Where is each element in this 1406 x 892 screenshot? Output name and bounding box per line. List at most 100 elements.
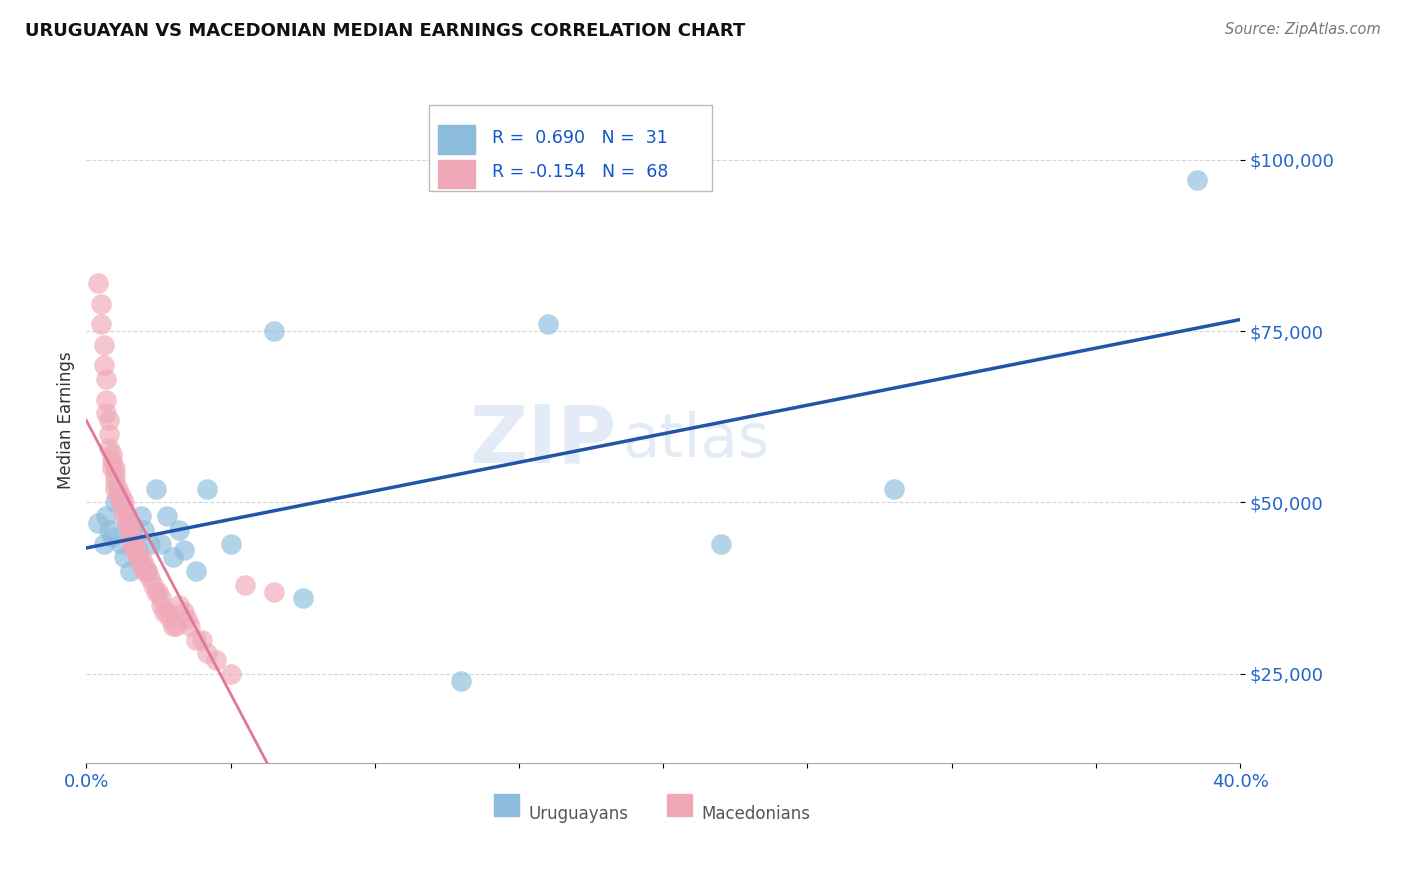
Point xyxy=(110,495,132,509)
Bar xyxy=(439,126,475,154)
Point xyxy=(167,523,190,537)
Point xyxy=(124,536,146,550)
Point xyxy=(150,599,173,613)
Point xyxy=(142,577,165,591)
Point xyxy=(150,591,173,606)
Point xyxy=(291,591,314,606)
Point xyxy=(107,482,129,496)
Point xyxy=(127,550,149,565)
Bar xyxy=(494,795,519,816)
Point xyxy=(263,324,285,338)
Point xyxy=(118,523,141,537)
Point xyxy=(104,475,127,489)
Point xyxy=(110,489,132,503)
Point xyxy=(148,584,170,599)
Text: R = -0.154   N =  68: R = -0.154 N = 68 xyxy=(492,163,669,181)
Text: atlas: atlas xyxy=(623,411,770,470)
Point xyxy=(115,516,138,530)
Point xyxy=(135,564,157,578)
Point xyxy=(129,509,152,524)
Point xyxy=(156,509,179,524)
Point xyxy=(115,516,138,530)
Point xyxy=(197,646,219,660)
Point xyxy=(190,632,212,647)
Point xyxy=(145,584,167,599)
Point xyxy=(1185,173,1208,187)
Point xyxy=(139,571,162,585)
Point xyxy=(115,509,138,524)
Point xyxy=(93,359,115,373)
Point xyxy=(112,550,135,565)
Point xyxy=(104,461,127,475)
Point xyxy=(132,564,155,578)
Point xyxy=(121,523,143,537)
Text: Uruguayans: Uruguayans xyxy=(529,805,628,823)
Point xyxy=(165,619,187,633)
Point xyxy=(112,509,135,524)
Point xyxy=(101,447,124,461)
Point xyxy=(145,482,167,496)
Point xyxy=(162,550,184,565)
Point xyxy=(121,536,143,550)
Point xyxy=(162,619,184,633)
Point xyxy=(537,317,560,331)
Point xyxy=(93,338,115,352)
Point xyxy=(98,426,121,441)
Point xyxy=(90,296,112,310)
Point xyxy=(87,276,110,290)
Point xyxy=(132,523,155,537)
Bar xyxy=(666,795,692,816)
Point xyxy=(167,599,190,613)
Point xyxy=(132,557,155,571)
Point xyxy=(110,536,132,550)
Point xyxy=(127,550,149,565)
Point xyxy=(205,653,228,667)
Bar xyxy=(429,105,711,191)
Point xyxy=(110,495,132,509)
Point xyxy=(93,536,115,550)
Point xyxy=(112,502,135,516)
Point xyxy=(124,543,146,558)
Point xyxy=(184,564,207,578)
Point xyxy=(124,543,146,558)
Point xyxy=(219,536,242,550)
Point xyxy=(184,632,207,647)
Point xyxy=(150,536,173,550)
Text: ZIP: ZIP xyxy=(470,401,617,480)
Point xyxy=(104,495,127,509)
Point xyxy=(98,441,121,455)
Point xyxy=(173,605,195,619)
Point xyxy=(96,392,118,407)
Point xyxy=(219,666,242,681)
Point xyxy=(129,550,152,565)
Point xyxy=(121,530,143,544)
Point xyxy=(118,516,141,530)
Point xyxy=(129,557,152,571)
Point xyxy=(104,468,127,483)
Point xyxy=(96,509,118,524)
Point xyxy=(173,543,195,558)
Text: Source: ZipAtlas.com: Source: ZipAtlas.com xyxy=(1225,22,1381,37)
Point xyxy=(121,536,143,550)
Point xyxy=(96,406,118,420)
Point xyxy=(112,495,135,509)
Point xyxy=(90,317,112,331)
Y-axis label: Median Earnings: Median Earnings xyxy=(58,351,75,489)
Point xyxy=(179,619,201,633)
Point xyxy=(96,372,118,386)
Point xyxy=(159,612,181,626)
Point xyxy=(118,523,141,537)
Point xyxy=(176,612,198,626)
Point xyxy=(263,584,285,599)
Bar xyxy=(439,160,475,188)
Point xyxy=(233,577,256,591)
Point xyxy=(118,564,141,578)
Point xyxy=(153,605,176,619)
Point xyxy=(883,482,905,496)
Point xyxy=(450,673,472,688)
Point xyxy=(101,530,124,544)
Point xyxy=(104,482,127,496)
Point xyxy=(710,536,733,550)
Text: URUGUAYAN VS MACEDONIAN MEDIAN EARNINGS CORRELATION CHART: URUGUAYAN VS MACEDONIAN MEDIAN EARNINGS … xyxy=(25,22,745,40)
Point xyxy=(156,605,179,619)
